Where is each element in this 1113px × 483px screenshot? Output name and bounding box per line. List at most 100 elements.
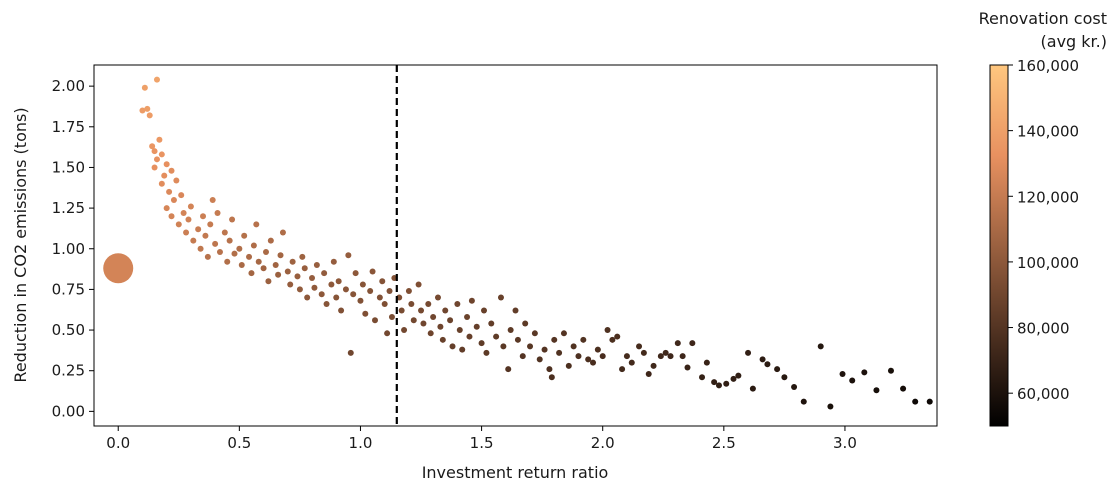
scatter-point	[335, 278, 342, 285]
scatter-point	[684, 364, 691, 371]
x-tick-label: 0.5	[227, 434, 251, 452]
scatter-point	[628, 359, 635, 366]
scatter-point	[599, 353, 606, 360]
scatter-point	[711, 379, 718, 386]
scatter-point	[519, 353, 526, 360]
scatter-point	[730, 375, 737, 382]
scatter-point	[522, 320, 529, 327]
colorbar-title-line1: Renovation cost	[979, 9, 1107, 28]
scatter-point	[190, 237, 197, 244]
scatter-point	[229, 216, 236, 223]
scatter-point	[272, 262, 279, 269]
scatter-point	[604, 327, 611, 334]
scatter-point	[287, 281, 294, 288]
scatter-point	[139, 107, 146, 114]
scatter-point	[703, 359, 710, 366]
scatter-point	[614, 333, 621, 340]
scatter-point	[556, 349, 563, 356]
scatter-point	[570, 343, 577, 350]
scatter-point	[328, 281, 335, 288]
scatter-point	[158, 180, 165, 187]
y-tick-label: 1.25	[52, 199, 85, 217]
scatter-point	[594, 346, 601, 353]
x-axis-label: Investment return ratio	[422, 463, 609, 482]
scatter-point	[265, 278, 272, 285]
scatter-point	[168, 213, 175, 220]
scatter-point	[449, 343, 456, 350]
scatter-point	[800, 398, 807, 405]
scatter-point	[153, 156, 160, 163]
scatter-point	[481, 307, 488, 314]
scatter-point	[839, 370, 846, 377]
scatter-point	[466, 333, 473, 340]
scatter-point	[347, 349, 354, 356]
scatter-point	[464, 314, 471, 321]
scatter-point	[209, 196, 216, 203]
scatter-point	[175, 221, 182, 228]
scatter-point	[548, 374, 555, 381]
scatter-point	[434, 294, 441, 301]
scatter-point	[609, 336, 616, 343]
scatter-point	[749, 385, 756, 392]
scatter-point	[849, 377, 856, 384]
scatter-point	[401, 327, 408, 334]
scatter-point	[585, 356, 592, 363]
scatter-point	[267, 237, 274, 244]
scatter-point	[284, 268, 291, 275]
scatter-point	[636, 343, 643, 350]
scatter-point	[183, 229, 190, 236]
scatter-point	[178, 192, 185, 199]
scatter-point	[580, 336, 587, 343]
scatter-point	[309, 275, 316, 282]
scatter-point	[437, 323, 444, 330]
x-axis-ticks: 0.0 0.5 1.0 1.5 2.0 2.5 3.0	[106, 426, 857, 452]
scatter-point	[575, 353, 582, 360]
scatter-point	[430, 314, 437, 321]
scatter-point	[151, 148, 158, 155]
scatter-point	[204, 253, 211, 260]
scatter-point	[679, 353, 686, 360]
scatter-point	[342, 286, 349, 293]
scatter-point	[294, 273, 301, 280]
scatter-point	[427, 330, 434, 337]
scatter-point	[195, 226, 202, 233]
scatter-point	[321, 270, 328, 277]
y-tick-label: 1.50	[52, 158, 85, 176]
colorbar-title-line2: (avg kr.)	[1041, 32, 1107, 51]
scatter-point	[565, 362, 572, 369]
scatter-point	[238, 262, 245, 269]
x-tick-label: 2.5	[712, 434, 736, 452]
scatter-point	[745, 349, 752, 356]
scatter-point	[384, 330, 391, 337]
scatter-point	[318, 291, 325, 298]
scatter-point	[163, 205, 170, 212]
scatter-point	[674, 340, 681, 347]
x-tick-label: 2.0	[591, 434, 615, 452]
scatter-point	[350, 291, 357, 298]
y-tick-label: 0.25	[52, 362, 85, 380]
scatter-point	[226, 237, 233, 244]
scatter-point	[250, 242, 257, 249]
scatter-point	[662, 349, 669, 356]
scatter-point	[551, 336, 558, 343]
scatter-point	[216, 249, 223, 256]
colorbar-tick-label: 120,000	[1017, 188, 1079, 206]
scatter-point	[301, 265, 308, 272]
scatter-point	[262, 249, 269, 256]
scatter-point	[541, 346, 548, 353]
scatter-point	[236, 245, 243, 252]
scatter-point	[311, 284, 318, 291]
scatter-point	[369, 268, 376, 275]
colorbar-tick-label: 140,000	[1017, 123, 1079, 141]
y-tick-label: 0.50	[52, 321, 85, 339]
scatter-point	[146, 112, 153, 119]
highlight-point	[103, 253, 134, 284]
scatter-point	[379, 278, 386, 285]
scatter-point	[536, 356, 543, 363]
scatter-point	[166, 188, 173, 195]
scatter-point	[323, 301, 330, 308]
scatter-point	[141, 84, 148, 91]
scatter-point	[253, 221, 260, 228]
scatter-point	[410, 317, 417, 324]
